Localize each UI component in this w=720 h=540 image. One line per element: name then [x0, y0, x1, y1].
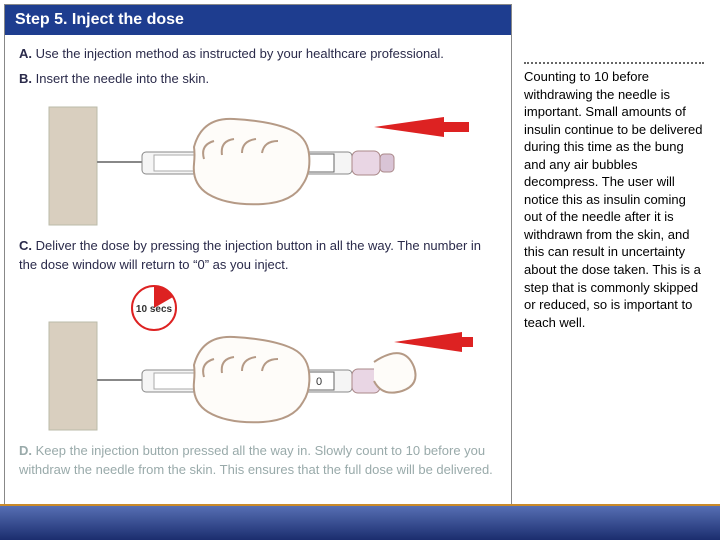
- step-body: A. Use the injection method as instructe…: [5, 35, 511, 496]
- instruction-a-lead: A.: [19, 46, 32, 61]
- step-header: Step 5. Inject the dose: [5, 5, 511, 35]
- callout-text: Counting to 10 before withdrawing the ne…: [524, 69, 703, 330]
- side-callout: Counting to 10 before withdrawing the ne…: [524, 62, 704, 331]
- illustration-b: [44, 97, 474, 227]
- illustration-b-wrap: [19, 97, 499, 227]
- ten-secs-badge-text: 10 secs: [136, 304, 173, 315]
- svg-text:0: 0: [316, 376, 322, 388]
- instruction-d-lead: D.: [19, 443, 32, 458]
- instruction-c-lead: C.: [19, 238, 32, 253]
- instruction-d-text: Keep the injection button pressed all th…: [19, 443, 493, 477]
- instruction-a: A. Use the injection method as instructe…: [19, 45, 499, 64]
- footer-bar: [0, 504, 720, 540]
- illustration-c-wrap: 10 secs 0: [19, 282, 499, 432]
- instruction-b: B. Insert the needle into the skin.: [19, 70, 499, 89]
- instruction-b-text: Insert the needle into the skin.: [36, 71, 209, 86]
- instruction-a-text: Use the injection method as instructed b…: [36, 46, 444, 61]
- instruction-c-text: Deliver the dose by pressing the injecti…: [19, 238, 481, 272]
- instruction-c: C. Deliver the dose by pressing the inje…: [19, 237, 499, 275]
- instruction-d: D. Keep the injection button pressed all…: [19, 442, 499, 480]
- illustration-c: 10 secs 0: [44, 282, 474, 432]
- instruction-b-lead: B.: [19, 71, 32, 86]
- instruction-panel: Step 5. Inject the dose A. Use the injec…: [4, 4, 512, 534]
